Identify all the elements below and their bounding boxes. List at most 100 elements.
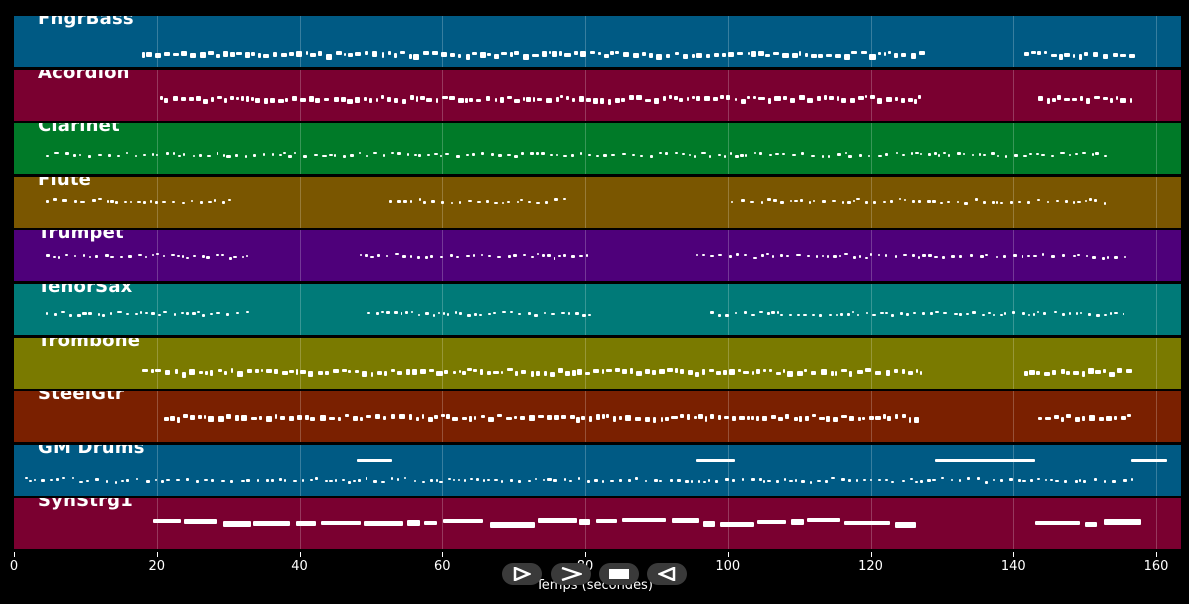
note: [142, 154, 147, 157]
rewind-button[interactable]: [647, 563, 687, 585]
note: [790, 519, 805, 526]
note: [390, 369, 396, 373]
grid-line: [727, 337, 729, 389]
note: [62, 198, 67, 202]
note: [470, 477, 474, 480]
note: [490, 152, 495, 156]
note: [419, 96, 425, 101]
note: [1063, 98, 1070, 102]
grid-line: [156, 123, 158, 175]
note: [246, 368, 253, 373]
note: [660, 417, 664, 423]
note: [537, 252, 540, 255]
note: [65, 253, 69, 256]
grid-line: [1013, 337, 1015, 389]
note: [1104, 479, 1107, 483]
grid-line: [727, 123, 729, 175]
note: [409, 95, 414, 101]
note: [1085, 254, 1089, 257]
note: [934, 255, 938, 258]
note: [567, 311, 570, 315]
note: [600, 97, 604, 104]
note: [836, 95, 840, 101]
note: [996, 154, 1000, 157]
note: [697, 479, 701, 483]
note: [650, 155, 653, 159]
note: [236, 51, 243, 55]
note: [1049, 478, 1053, 481]
note: [1107, 255, 1110, 259]
note: [1042, 252, 1045, 256]
note: [196, 479, 200, 483]
note: [451, 201, 454, 204]
note: [386, 311, 391, 315]
note: [1000, 201, 1004, 204]
note: [222, 153, 226, 157]
note: [1060, 417, 1064, 423]
note: [110, 255, 115, 258]
note: [527, 200, 531, 203]
note: [192, 254, 196, 257]
grid-line: [1156, 498, 1158, 550]
note: [530, 370, 534, 377]
rewind-icon: [658, 567, 676, 581]
note: [293, 479, 297, 482]
note: [227, 198, 232, 201]
grid-line: [870, 69, 872, 121]
note: [53, 198, 57, 202]
note: [437, 311, 441, 314]
note: [381, 52, 385, 59]
note: [659, 369, 665, 375]
note: [983, 154, 986, 157]
note: [639, 154, 644, 157]
note: [481, 151, 485, 155]
note: [725, 95, 731, 101]
note: [569, 480, 572, 483]
note: [614, 51, 619, 55]
note: [486, 478, 490, 481]
note: [513, 253, 518, 257]
stop-button[interactable]: [599, 563, 639, 585]
note: [423, 201, 427, 205]
note: [317, 370, 324, 375]
note: [865, 368, 872, 373]
note: [259, 415, 263, 420]
x-tick-label: 140: [1000, 559, 1026, 574]
note: [355, 51, 362, 56]
note: [458, 201, 462, 205]
note: [62, 477, 66, 480]
note: [154, 201, 158, 205]
note: [197, 310, 201, 313]
note: [324, 370, 329, 375]
note: [1037, 477, 1040, 480]
note: [883, 200, 886, 203]
note: [246, 310, 250, 313]
note: [501, 311, 506, 314]
note: [1082, 415, 1086, 421]
play-button[interactable]: [502, 563, 542, 585]
note: [859, 154, 862, 158]
note: [910, 152, 913, 156]
note: [520, 416, 526, 421]
note: [257, 53, 262, 58]
note: [394, 53, 397, 58]
note: [328, 416, 335, 420]
note: [758, 152, 763, 156]
note: [120, 479, 124, 482]
note: [1037, 311, 1040, 314]
note: [106, 479, 108, 483]
forward-button[interactable]: [551, 563, 591, 585]
note: [847, 313, 851, 316]
note: [1023, 154, 1028, 157]
note: [877, 479, 881, 482]
note: [151, 369, 154, 374]
note: [623, 52, 629, 58]
note: [985, 480, 988, 484]
note: [328, 153, 333, 156]
note: [400, 311, 403, 315]
note: [691, 480, 693, 484]
note: [135, 313, 138, 315]
note: [969, 253, 974, 257]
note: [716, 370, 721, 375]
note: [1004, 311, 1007, 315]
